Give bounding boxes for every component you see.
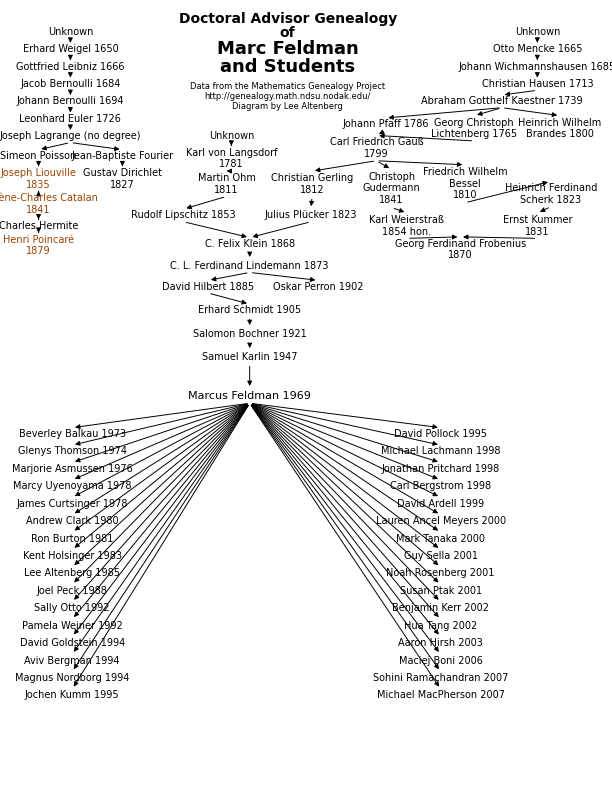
Text: Mark Tanaka 2000: Mark Tanaka 2000: [396, 534, 485, 543]
Text: Rudolf Lipschitz 1853: Rudolf Lipschitz 1853: [132, 211, 236, 220]
Text: Jean-Baptiste Fourier: Jean-Baptiste Fourier: [72, 151, 173, 161]
Text: Johann Bernoulli 1694: Johann Bernoulli 1694: [17, 97, 124, 106]
Text: Beverley Balkau 1973: Beverley Balkau 1973: [18, 429, 126, 439]
Text: Marcy Uyenoyama 1978: Marcy Uyenoyama 1978: [13, 482, 132, 491]
Text: Michael MacPherson 2007: Michael MacPherson 2007: [376, 691, 505, 700]
Text: Lee Altenberg 1985: Lee Altenberg 1985: [24, 569, 120, 578]
Text: Sohini Ramachandran 2007: Sohini Ramachandran 2007: [373, 673, 509, 683]
Text: Marc Feldman: Marc Feldman: [217, 40, 359, 58]
Text: Jacob Bernoulli 1684: Jacob Bernoulli 1684: [20, 79, 121, 89]
Text: Susan Ptak 2001: Susan Ptak 2001: [400, 586, 482, 596]
Text: Joseph Lagrange (no degree): Joseph Lagrange (no degree): [0, 131, 141, 141]
Text: Data from the Mathematics Genealogy Project
http://genealogy.math.ndsu.nodak.edu: Data from the Mathematics Genealogy Proj…: [190, 82, 385, 112]
Text: Unknown: Unknown: [209, 131, 254, 141]
Text: Gustav Dirichlet
1827: Gustav Dirichlet 1827: [83, 168, 162, 190]
Text: Pamela Weiner 1992: Pamela Weiner 1992: [22, 621, 122, 630]
Text: Julius Plücker 1823: Julius Plücker 1823: [264, 211, 357, 220]
Text: Jonathan Pritchard 1998: Jonathan Pritchard 1998: [381, 464, 500, 474]
Text: Marcus Feldman 1969: Marcus Feldman 1969: [188, 391, 311, 401]
Text: Friedrich Wilhelm
Bessel
1810: Friedrich Wilhelm Bessel 1810: [423, 167, 507, 200]
Text: Doctoral Advisor Genealogy: Doctoral Advisor Genealogy: [179, 12, 397, 26]
Text: David Ardell 1999: David Ardell 1999: [397, 499, 484, 508]
Text: Guy Sella 2001: Guy Sella 2001: [404, 551, 477, 561]
Text: Karl Weierstraß
1854 hon.: Karl Weierstraß 1854 hon.: [370, 215, 444, 237]
Text: Hua Tang 2002: Hua Tang 2002: [404, 621, 477, 630]
Text: Karl von Langsdorf
1781: Karl von Langsdorf 1781: [185, 147, 277, 169]
Text: Abraham Gotthelf Kaestner 1739: Abraham Gotthelf Kaestner 1739: [421, 97, 583, 106]
Text: C. Felix Klein 1868: C. Felix Klein 1868: [204, 239, 295, 249]
Text: of: of: [280, 26, 296, 40]
Text: Simeon Poisson: Simeon Poisson: [1, 151, 76, 161]
Text: Marjorie Asmussen 1976: Marjorie Asmussen 1976: [12, 464, 133, 474]
Text: Henri Poincaré
1879: Henri Poincaré 1879: [3, 234, 74, 257]
Text: Oskar Perron 1902: Oskar Perron 1902: [273, 282, 364, 291]
Text: Georg Ferdinand Frobenius
1870: Georg Ferdinand Frobenius 1870: [395, 238, 526, 261]
Text: Aviv Bergman 1994: Aviv Bergman 1994: [24, 656, 120, 665]
Text: Unknown: Unknown: [48, 27, 93, 36]
Text: David Pollock 1995: David Pollock 1995: [394, 429, 487, 439]
Text: Salomon Bochner 1921: Salomon Bochner 1921: [193, 329, 307, 339]
Text: Heinrich Ferdinand
Scherk 1823: Heinrich Ferdinand Scherk 1823: [505, 183, 597, 205]
Text: Joseph Liouville
1835: Joseph Liouville 1835: [1, 168, 76, 190]
Text: Unknown: Unknown: [515, 27, 560, 36]
Text: Christian Hausen 1713: Christian Hausen 1713: [482, 79, 593, 89]
Text: Eugène-Charles Catalan
1841: Eugène-Charles Catalan 1841: [0, 192, 97, 215]
Text: Michael Lachmann 1998: Michael Lachmann 1998: [381, 447, 501, 456]
Text: Maciej Boni 2006: Maciej Boni 2006: [398, 656, 483, 665]
Text: Samuel Karlin 1947: Samuel Karlin 1947: [202, 352, 297, 362]
Text: Aaron Hirsh 2003: Aaron Hirsh 2003: [398, 638, 483, 648]
Text: Charles Hermite: Charles Hermite: [0, 221, 78, 230]
Text: Kent Holsinger 1983: Kent Holsinger 1983: [23, 551, 122, 561]
Text: Heinrich Wilhelm
Brandes 1800: Heinrich Wilhelm Brandes 1800: [518, 117, 602, 139]
Text: Carl Friedrich Gauß
1799: Carl Friedrich Gauß 1799: [329, 137, 424, 159]
Text: Otto Mencke 1665: Otto Mencke 1665: [493, 44, 582, 54]
Text: Sally Otto 1992: Sally Otto 1992: [34, 604, 110, 613]
Text: Martin Ohm
1811: Martin Ohm 1811: [198, 173, 255, 195]
Text: Leonhard Euler 1726: Leonhard Euler 1726: [20, 114, 121, 124]
Text: Glenys Thomson 1974: Glenys Thomson 1974: [18, 447, 127, 456]
Text: Erhard Weigel 1650: Erhard Weigel 1650: [23, 44, 118, 54]
Text: Benjamin Kerr 2002: Benjamin Kerr 2002: [392, 604, 489, 613]
Text: Magnus Nordborg 1994: Magnus Nordborg 1994: [15, 673, 129, 683]
Text: Carl Bergstrom 1998: Carl Bergstrom 1998: [390, 482, 491, 491]
Text: Christian Gerling
1812: Christian Gerling 1812: [271, 173, 353, 195]
Text: Johann Pfaff 1786: Johann Pfaff 1786: [342, 120, 429, 129]
Text: Johann Wichmannshausen 1685: Johann Wichmannshausen 1685: [459, 62, 612, 71]
Text: Erhard Schmidt 1905: Erhard Schmidt 1905: [198, 306, 301, 315]
Text: Georg Christoph
Lichtenberg 1765: Georg Christoph Lichtenberg 1765: [431, 117, 517, 139]
Text: C. L. Ferdinand Lindemann 1873: C. L. Ferdinand Lindemann 1873: [171, 261, 329, 271]
Text: Noah Rosenberg 2001: Noah Rosenberg 2001: [386, 569, 495, 578]
Text: David Hilbert 1885: David Hilbert 1885: [162, 282, 254, 291]
Text: Joel Peck 1988: Joel Peck 1988: [37, 586, 108, 596]
Text: Ernst Kummer
1831: Ernst Kummer 1831: [502, 215, 572, 237]
Text: Gottfried Leibniz 1666: Gottfried Leibniz 1666: [16, 62, 125, 71]
Text: David Goldstein 1994: David Goldstein 1994: [20, 638, 125, 648]
Text: Andrew Clark 1980: Andrew Clark 1980: [26, 516, 119, 526]
Text: and Students: and Students: [220, 58, 355, 75]
Text: James Curtsinger 1978: James Curtsinger 1978: [17, 499, 128, 508]
Text: Jochen Kumm 1995: Jochen Kumm 1995: [25, 691, 119, 700]
Text: Ron Burton 1981: Ron Burton 1981: [31, 534, 113, 543]
Text: Christoph
Gudermann
1841: Christoph Gudermann 1841: [363, 172, 420, 205]
Text: Lauren Ancel Meyers 2000: Lauren Ancel Meyers 2000: [376, 516, 506, 526]
